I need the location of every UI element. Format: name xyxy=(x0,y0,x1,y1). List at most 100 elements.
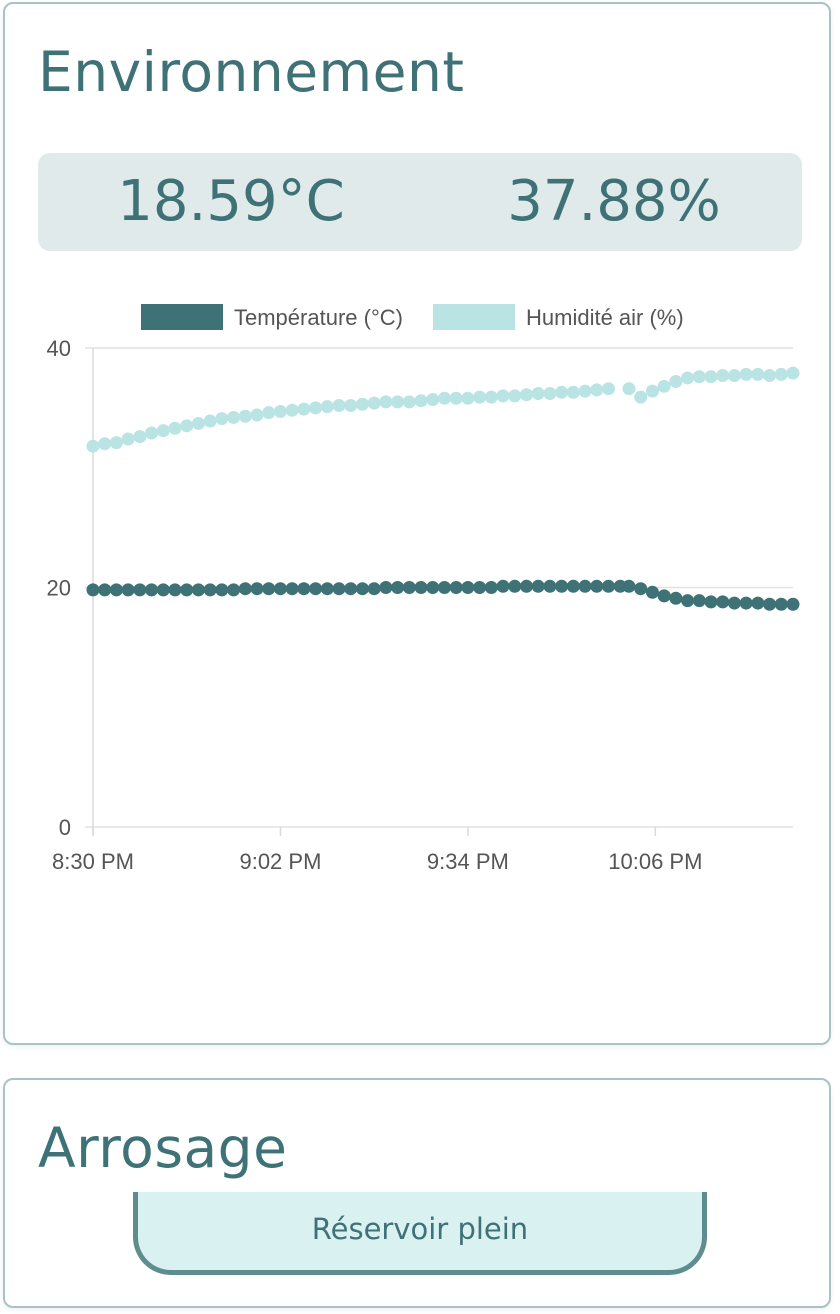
humidity-point xyxy=(763,369,777,383)
humidity-point xyxy=(285,403,299,417)
temperature-reading: 18.59°C xyxy=(117,169,345,234)
temperature-point xyxy=(391,581,405,594)
humidity-point xyxy=(531,387,545,401)
x-tick-label: 8:30 PM xyxy=(52,849,134,874)
temperature-point xyxy=(86,583,100,597)
temperature-point xyxy=(121,583,135,597)
temperature-point xyxy=(180,583,194,597)
humidity-point xyxy=(379,395,393,409)
legend-label: Température (°C) xyxy=(234,305,403,330)
temperature-point xyxy=(215,583,229,597)
humidity-point xyxy=(250,408,264,422)
temperature-point xyxy=(601,579,615,593)
temperature-point xyxy=(531,579,545,593)
watering-card: Arrosage Réservoir plein xyxy=(3,1078,831,1308)
environment-chart: 0 20 40 8:30 PM 9:02 PM 9:34 PM 10:06 PM Tempér… xyxy=(5,284,829,904)
humidity-point xyxy=(98,437,112,451)
y-tick-label: 20 xyxy=(47,576,71,601)
temperature-point xyxy=(262,582,276,596)
humidity-point xyxy=(273,404,287,418)
legend-label: Humidité air (%) xyxy=(526,305,684,330)
temperature-point xyxy=(645,585,659,599)
temperature-point xyxy=(355,582,369,596)
humidity-point xyxy=(332,398,346,412)
temperature-point xyxy=(555,579,569,593)
temperature-point xyxy=(320,582,334,596)
humidity-point xyxy=(496,389,510,403)
humidity-point xyxy=(727,369,741,383)
temperature-point xyxy=(449,581,463,594)
humidity-point xyxy=(774,367,788,381)
humidity-point xyxy=(156,424,170,438)
humidity-point xyxy=(566,385,580,399)
environment-title: Environnement xyxy=(38,40,465,104)
temperature-point xyxy=(566,579,580,593)
humidity-point xyxy=(168,421,182,435)
humidity-point xyxy=(203,414,217,428)
humidity-point xyxy=(297,402,311,416)
temperature-point xyxy=(751,596,765,610)
humidity-point xyxy=(508,389,522,403)
tank-status-bar: Réservoir plein xyxy=(133,1192,707,1275)
y-tick-label: 40 xyxy=(47,336,71,361)
humidity-point xyxy=(86,439,100,453)
humidity-reading: 37.88% xyxy=(507,169,721,234)
humidity-point xyxy=(473,390,487,404)
temperature-point xyxy=(250,582,264,596)
temperature-point xyxy=(496,579,510,593)
humidity-point xyxy=(484,390,498,404)
temperature-point xyxy=(156,583,170,597)
temperature-point xyxy=(739,596,753,610)
temperature-point xyxy=(461,581,475,594)
temperature-point xyxy=(109,583,123,597)
environment-chart-svg: 0 20 40 8:30 PM 9:02 PM 9:34 PM 10:06 PM Tempér… xyxy=(47,304,800,874)
temperature-point xyxy=(622,579,636,593)
humidity-point xyxy=(426,392,440,406)
humidity-point xyxy=(704,370,718,384)
humidity-point xyxy=(634,390,648,404)
temperature-point xyxy=(426,581,440,594)
temperature-point xyxy=(543,579,557,593)
temperature-point xyxy=(297,582,311,596)
humidity-point xyxy=(669,375,683,389)
humidity-point xyxy=(437,391,451,405)
temperature-point xyxy=(590,579,604,593)
legend-swatch xyxy=(141,304,223,330)
temperature-point xyxy=(473,581,487,594)
temperature-point xyxy=(484,581,498,594)
humidity-point xyxy=(355,397,369,411)
temperature-point xyxy=(681,594,695,608)
temperature-point xyxy=(191,583,205,597)
humidity-point xyxy=(227,410,241,424)
x-tick-label: 9:34 PM xyxy=(427,849,509,874)
humidity-point xyxy=(461,391,475,405)
humidity-point xyxy=(238,409,252,423)
temperature-point xyxy=(508,579,522,593)
humidity-point xyxy=(320,400,334,414)
temperature-point xyxy=(692,594,706,608)
temperature-point xyxy=(727,596,741,610)
humidity-point xyxy=(191,416,205,430)
temperature-point xyxy=(774,597,788,611)
x-tick-label: 9:02 PM xyxy=(239,849,321,874)
humidity-point xyxy=(681,371,695,385)
humidity-point xyxy=(414,394,428,408)
temperature-point xyxy=(203,583,217,597)
humidity-point xyxy=(391,395,405,409)
humidity-point xyxy=(449,391,463,405)
legend-swatch xyxy=(433,304,515,330)
humidity-point xyxy=(590,383,604,397)
humidity-point xyxy=(121,432,135,446)
humidity-point xyxy=(543,387,557,401)
temperature-point xyxy=(238,582,252,596)
temperature-point xyxy=(285,582,299,596)
temperature-point xyxy=(437,581,451,594)
environment-card: Environnement 18.59°C 37.88% 0 20 40 8:30 P… xyxy=(3,2,831,1045)
humidity-point xyxy=(180,419,194,433)
humidity-point xyxy=(578,384,592,398)
temperature-point xyxy=(704,595,718,609)
humidity-point xyxy=(645,384,659,398)
humidity-point xyxy=(555,385,569,399)
humidity-point xyxy=(262,406,276,420)
humidity-point xyxy=(657,379,671,393)
